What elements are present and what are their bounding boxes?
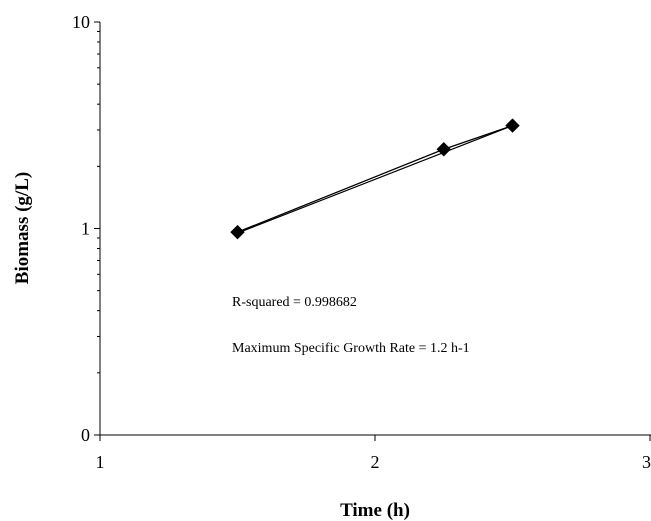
annotation-growth-rate: Maximum Specific Growth Rate = 1.2 h-1 — [232, 341, 470, 356]
data-point — [436, 142, 451, 157]
y-tick-label: 1 — [81, 219, 90, 239]
x-axis-title: Time (h) — [340, 500, 410, 521]
x-tick-label: 2 — [371, 452, 380, 472]
y-tick-label: 0 — [81, 425, 90, 445]
y-tick-label: 10 — [72, 12, 90, 32]
trendline — [237, 125, 513, 234]
x-ticks: 1 2 3 — [96, 435, 651, 472]
plot-area — [99, 22, 651, 436]
trendline-group — [237, 125, 513, 234]
x-tick-label: 3 — [642, 452, 651, 472]
annotation-r-squared: R-squared = 0.998682 — [232, 295, 357, 310]
data-points — [230, 118, 520, 240]
data-point — [505, 118, 520, 133]
data-point — [230, 224, 245, 240]
x-tick-label: 1 — [96, 452, 105, 472]
y-axis-title: Biomass (g/L) — [12, 172, 33, 284]
